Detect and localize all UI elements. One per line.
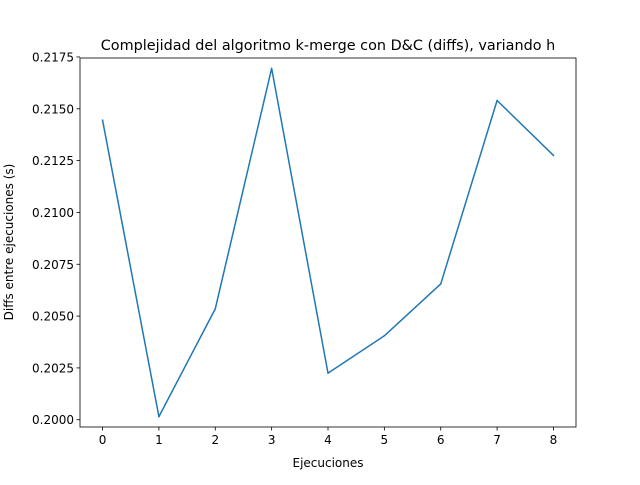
- y-tick-label: 0.2050: [32, 310, 74, 324]
- y-axis-label: Diffs entre ejecuciones (s): [2, 164, 16, 321]
- x-tick-label: 0: [99, 433, 107, 447]
- x-tick-label: 1: [155, 433, 163, 447]
- data-point: [327, 372, 329, 374]
- x-tick-label: 4: [324, 433, 332, 447]
- y-tick-label: 0.2000: [32, 413, 74, 427]
- y-tick-label: 0.2125: [32, 154, 74, 168]
- data-point: [158, 415, 160, 418]
- y-tick-label: 0.2150: [32, 102, 74, 116]
- x-axis: 0 1 2 3 4 5 6 7 8: [99, 427, 558, 447]
- y-tick-label: 0.2075: [32, 258, 74, 272]
- y-tick-label: 0.2100: [32, 206, 74, 220]
- x-tick-label: 3: [268, 433, 276, 447]
- y-tick-label: 0.2175: [32, 50, 74, 64]
- data-point: [383, 335, 386, 337]
- data-point: [101, 119, 104, 121]
- y-axis: 0.2000 0.2025 0.2050 0.2075 0.2100 0.2125 0.21…: [32, 50, 80, 427]
- data-point: [214, 308, 217, 310]
- data-point: [270, 67, 273, 70]
- data-point: [439, 283, 442, 285]
- x-axis-label: Ejecuciones: [292, 456, 363, 470]
- x-tick-label: 6: [437, 433, 445, 447]
- data-points: [101, 67, 555, 418]
- x-tick-label: 7: [493, 433, 501, 447]
- x-tick-label: 5: [381, 433, 389, 447]
- plot-frame: [79, 57, 577, 428]
- y-tick-label: 0.2025: [32, 361, 74, 375]
- chart-title: Complejidad del algoritmo k-merge con D&…: [101, 38, 556, 54]
- x-tick-label: 2: [211, 433, 219, 447]
- data-point: [552, 154, 555, 157]
- data-point: [496, 99, 498, 102]
- series-line: [101, 67, 555, 418]
- x-tick-label: 8: [550, 433, 558, 447]
